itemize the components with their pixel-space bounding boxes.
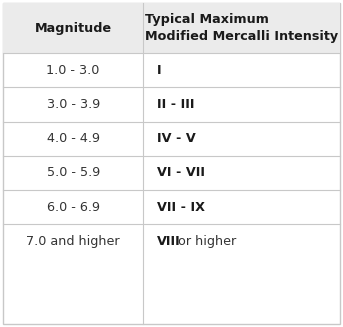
Text: Magnitude: Magnitude bbox=[35, 22, 112, 35]
Text: or higher: or higher bbox=[175, 235, 237, 248]
Text: VII - IX: VII - IX bbox=[157, 201, 205, 214]
Text: II - III: II - III bbox=[157, 98, 194, 111]
Text: VIII: VIII bbox=[157, 235, 180, 248]
Text: 3.0 - 3.9: 3.0 - 3.9 bbox=[47, 98, 100, 111]
Text: Typical Maximum
Modified Mercalli Intensity: Typical Maximum Modified Mercalli Intens… bbox=[145, 13, 338, 43]
Text: IV - V: IV - V bbox=[157, 132, 196, 145]
Bar bbox=[3, 3, 340, 53]
Text: 1.0 - 3.0: 1.0 - 3.0 bbox=[47, 63, 100, 77]
Text: 5.0 - 5.9: 5.0 - 5.9 bbox=[47, 166, 100, 180]
Text: 6.0 - 6.9: 6.0 - 6.9 bbox=[47, 201, 100, 214]
Text: I: I bbox=[157, 63, 161, 77]
Text: 7.0 and higher: 7.0 and higher bbox=[26, 235, 120, 248]
Text: VI - VII: VI - VII bbox=[157, 166, 205, 180]
Text: 4.0 - 4.9: 4.0 - 4.9 bbox=[47, 132, 100, 145]
